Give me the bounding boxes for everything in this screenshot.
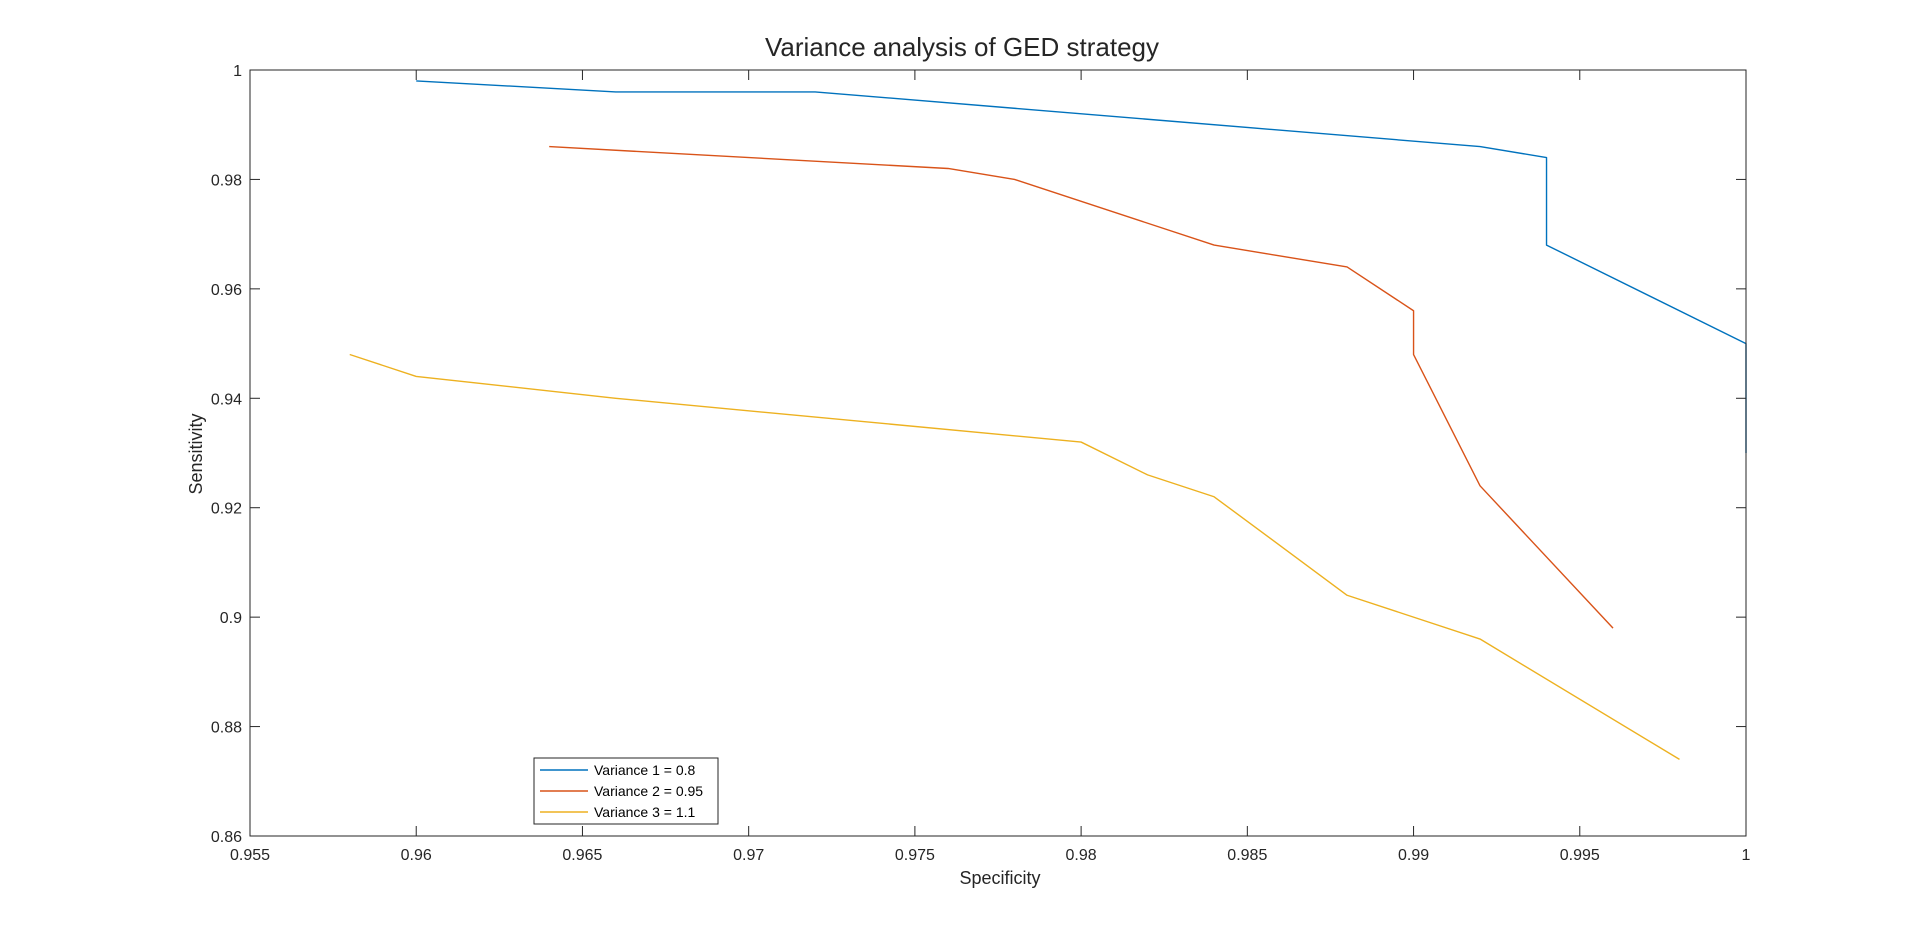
x-tick-label: 0.96 (401, 847, 432, 864)
x-tick-label: 0.98 (1066, 847, 1097, 864)
series-line-1 (416, 80, 1747, 453)
chart-title: Variance analysis of GED strategy (765, 32, 1159, 62)
x-tick-label: 0.985 (1227, 847, 1267, 864)
plot-area (250, 70, 1747, 836)
x-tick-label: 0.99 (1398, 847, 1429, 864)
plot-background (250, 70, 1746, 836)
y-tick-label: 0.98 (211, 172, 242, 189)
legend-label-1: Variance 1 = 0.8 (594, 762, 696, 778)
x-tick-label: 1 (1742, 847, 1751, 864)
axes: 0.955 0.96 0.965 0.97 0.975 0.98 0.985 0.99 0.99… (211, 63, 1751, 864)
y-tick-label: 0.92 (211, 501, 242, 518)
y-axis-label: Sensitivity (186, 413, 206, 494)
x-axis-label: Specificity (959, 868, 1040, 888)
y-tick-label: 0.94 (211, 391, 242, 408)
x-tick-label: 0.995 (1560, 847, 1600, 864)
x-tick-label: 0.955 (230, 847, 270, 864)
legend-label-2: Variance 2 = 0.95 (594, 783, 703, 799)
y-tick-label: 0.88 (211, 720, 242, 737)
series-line-3 (349, 353, 1680, 760)
series-line-2 (549, 145, 1614, 629)
legend-label-3: Variance 3 = 1.1 (594, 804, 696, 820)
y-tick-label: 0.86 (211, 829, 242, 846)
y-tick-label: 1 (233, 63, 242, 80)
y-tick-label: 0.9 (220, 610, 242, 627)
y-tick-label: 0.96 (211, 282, 242, 299)
legend: Variance 1 = 0.8 Variance 2 = 0.95 Varianc… (533, 757, 719, 825)
x-tick-label: 0.975 (895, 847, 935, 864)
x-tick-label: 0.97 (733, 847, 764, 864)
x-tick-label: 0.965 (562, 847, 602, 864)
axes-box (249, 69, 1747, 837)
